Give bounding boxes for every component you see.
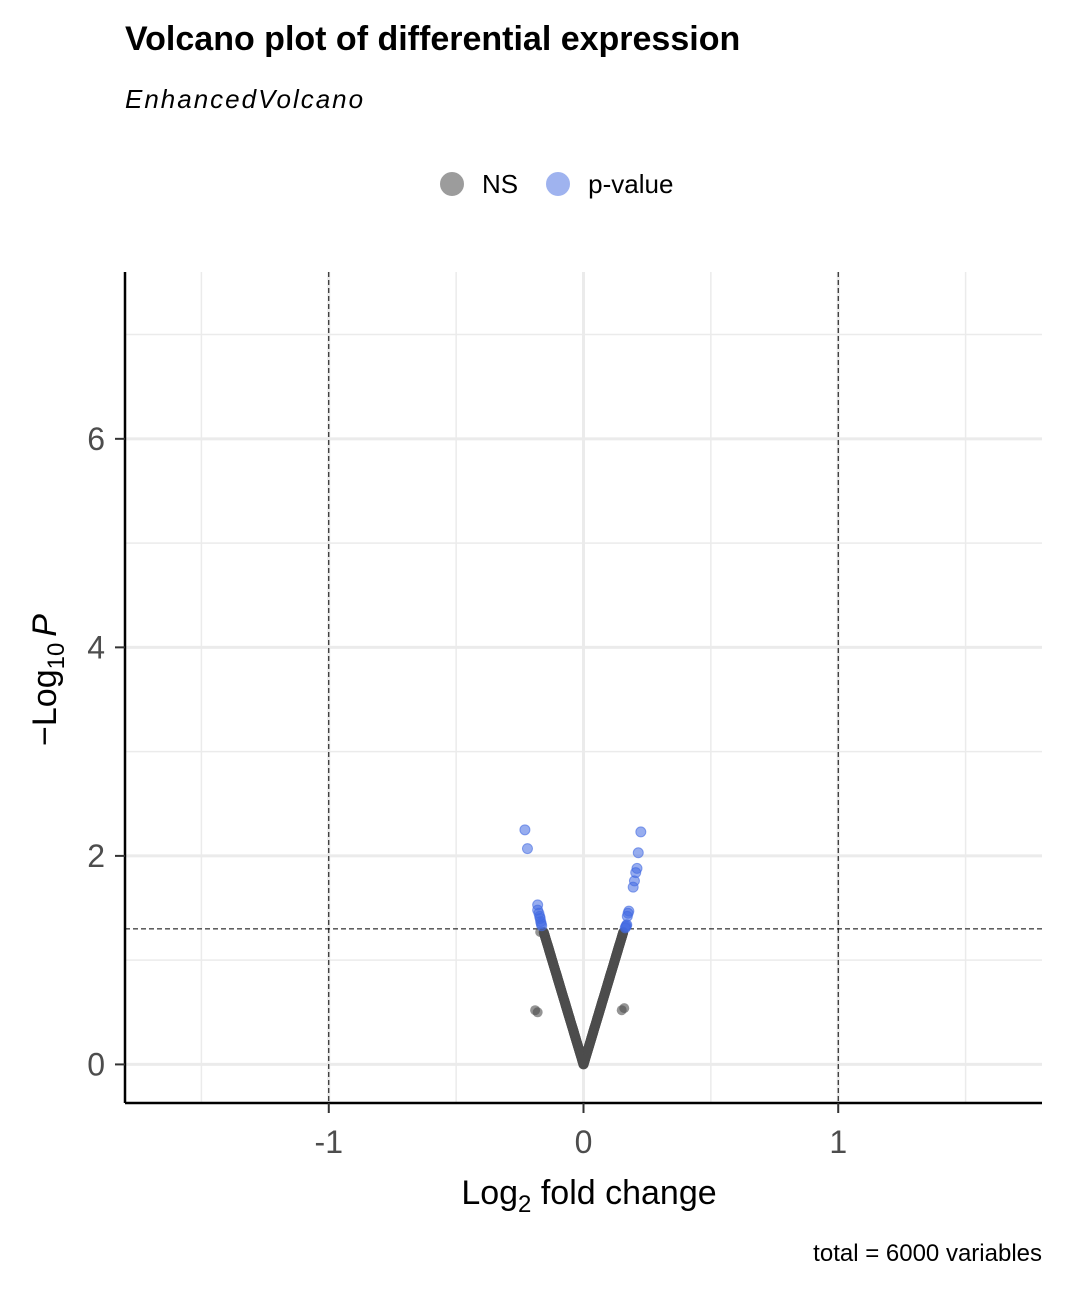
legend-item-pvalue: p-value <box>546 169 673 200</box>
ns-points <box>530 927 630 1070</box>
legend-key-pvalue <box>546 172 571 196</box>
legend: NS p-value <box>440 164 701 204</box>
tick-labels: -1 0 1 0 2 4 6 <box>87 421 847 1160</box>
chart-subtitle: EnhancedVolcano <box>125 84 366 114</box>
pvalue-point <box>627 881 639 893</box>
y-axis-title: −Log10P <box>26 614 70 746</box>
caption: total = 6000 variables <box>813 1240 1042 1267</box>
pvalue-point <box>521 843 533 855</box>
chart-title: Volcano plot of differential expression <box>125 20 741 58</box>
x-axis-title: Log2 fold change <box>461 1174 716 1218</box>
legend-label-pvalue: p-value <box>588 168 674 199</box>
pvalue-point <box>632 847 644 859</box>
pvalue-points <box>519 824 647 934</box>
pvalue-point <box>536 920 548 932</box>
legend-label-ns: NS <box>482 168 519 199</box>
x-tick-label: 1 <box>829 1124 847 1160</box>
y-tick-label: 2 <box>87 838 105 874</box>
y-tick-label: 6 <box>87 421 105 457</box>
x-tick-label: -1 <box>315 1124 343 1160</box>
x-tick-label: 0 <box>575 1124 593 1160</box>
pvalue-point <box>635 826 647 838</box>
ns-point <box>532 1007 543 1018</box>
pvalue-point <box>619 922 631 934</box>
y-tick-label: 4 <box>87 629 105 665</box>
ns-point <box>616 1005 627 1016</box>
y-tick-label: 0 <box>87 1046 105 1082</box>
legend-item-ns: NS <box>440 169 518 200</box>
threshold-lines <box>125 272 1042 1103</box>
legend-key-ns <box>440 172 464 196</box>
pvalue-point <box>519 824 531 836</box>
grid-lines <box>125 272 1042 1103</box>
